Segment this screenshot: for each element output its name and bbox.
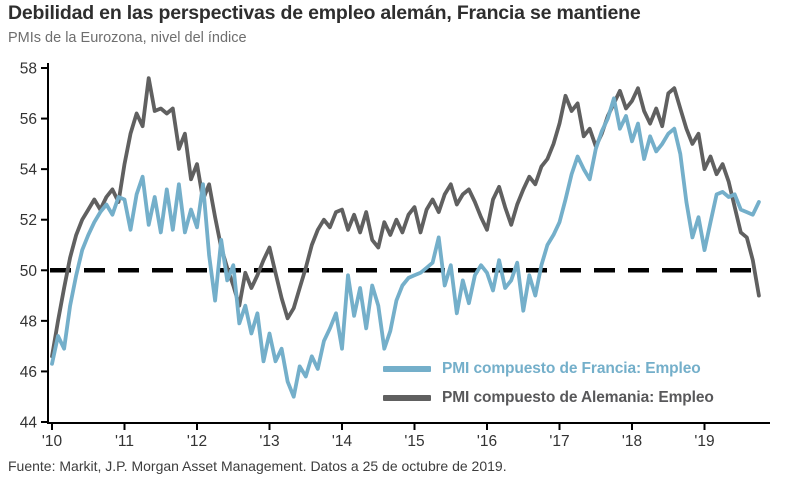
germany-line xyxy=(50,76,761,359)
x-tick-label: '18 xyxy=(622,433,642,450)
source-note: Fuente: Markit, J.P. Morgan Asset Manage… xyxy=(8,458,507,474)
legend-item-france: PMI compuesto de Francia: Empleo xyxy=(383,360,714,378)
x-tick-label: '10 xyxy=(42,433,63,450)
x-tick-label: '19 xyxy=(694,433,714,450)
legend-label-germany: PMI compuesto de Alemania: Empleo xyxy=(442,389,714,406)
x-tick-label: '11 xyxy=(115,433,134,450)
france-line-swatch xyxy=(383,366,431,372)
y-tick-label: 56 xyxy=(20,111,37,128)
x-tick-label: '13 xyxy=(259,433,279,450)
x-tick-label: '17 xyxy=(549,433,569,450)
legend-label-france: PMI compuesto de Francia: Empleo xyxy=(442,360,701,377)
y-tick-label: 58 xyxy=(20,61,37,78)
y-tick-label: 48 xyxy=(20,313,37,330)
x-tick-label: '15 xyxy=(404,433,424,450)
chart-subtitle: PMIs de la Eurozona, nivel del índice xyxy=(8,30,247,46)
y-tick-label: 50 xyxy=(20,263,38,280)
x-tick-label: '14 xyxy=(332,433,353,450)
france-line xyxy=(50,96,761,399)
y-tick-label: 46 xyxy=(20,364,37,381)
legend-item-germany: PMI compuesto de Alemania: Empleo xyxy=(383,389,714,407)
y-tick-label: 44 xyxy=(20,415,38,432)
y-tick-label: 52 xyxy=(20,212,37,229)
germany-line-swatch xyxy=(383,395,431,401)
y-tick-label: 54 xyxy=(20,162,38,179)
chart-legend: PMI compuesto de Francia: Empleo PMI com… xyxy=(383,360,714,407)
x-tick-label: '12 xyxy=(187,433,207,450)
x-tick-label: '16 xyxy=(477,433,497,450)
chart-title: Debilidad en las perspectivas de empleo … xyxy=(8,2,641,24)
